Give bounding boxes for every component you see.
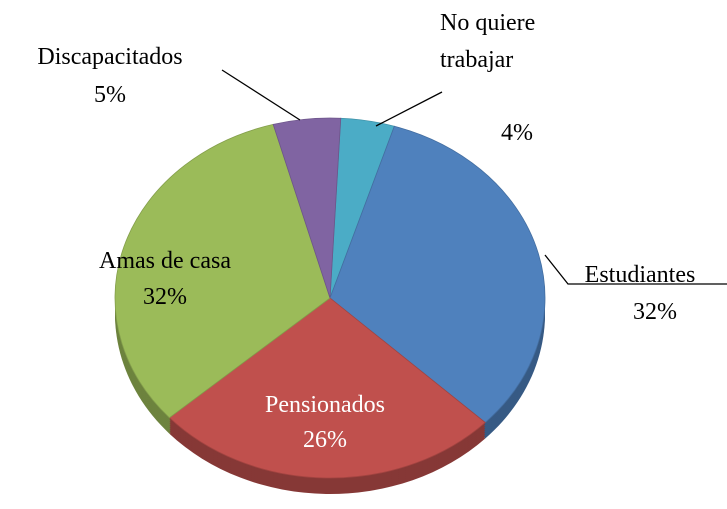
slice [114, 123, 331, 419]
data-label: 26% [303, 427, 347, 453]
slice [329, 125, 546, 424]
slice-label: Estudiantes [584, 262, 696, 288]
slice-label: Pensionados [265, 392, 385, 418]
slice-label: Discapacitados [37, 44, 183, 70]
data-label: 32% [143, 284, 187, 310]
leader-line [375, 91, 443, 127]
slice-label: No quiere trabajar [440, 10, 536, 73]
slice [168, 297, 486, 479]
data-label: 5% [94, 82, 126, 108]
slice [272, 117, 342, 299]
leader-line [221, 69, 301, 121]
data-label: 4% [501, 120, 533, 146]
slice-label: Amas de casa [99, 248, 231, 274]
leader-line [544, 254, 727, 285]
data-label: 32% [633, 299, 677, 325]
